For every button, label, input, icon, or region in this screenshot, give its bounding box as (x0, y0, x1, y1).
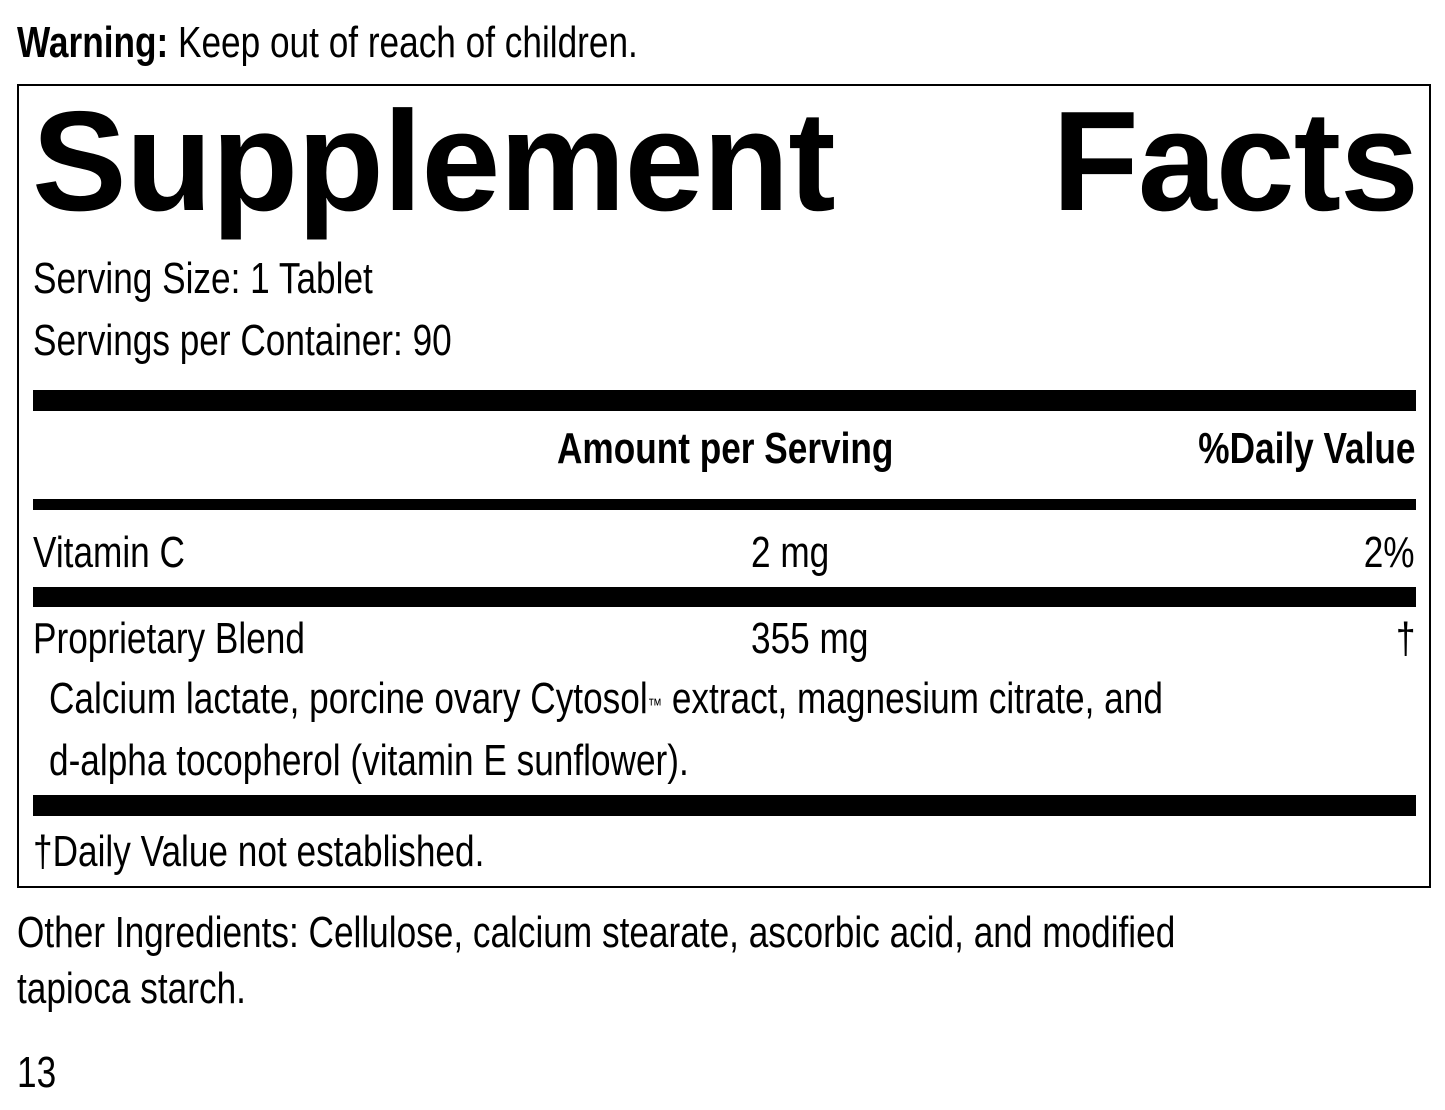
other-ingredients-line2: tapioca starch. (17, 964, 246, 1013)
title-word-facts: Facts (1052, 82, 1419, 241)
row-name: Vitamin C (33, 528, 185, 577)
thick-divider (33, 390, 1416, 411)
row-dv: † (1395, 614, 1415, 663)
row-name: Proprietary Blend (33, 614, 305, 663)
serving-size: Serving Size: 1 Tablet (33, 254, 373, 303)
header-daily-value: %Daily Value (1197, 424, 1415, 473)
trademark-symbol: ™ (647, 695, 663, 715)
row-amount: 355 mg (751, 614, 869, 663)
title-word-supplement: Supplement (32, 82, 836, 241)
warning-text: Keep out of reach of children. (177, 18, 638, 67)
supplement-facts-panel (17, 84, 1431, 888)
page-number: 13 (17, 1048, 57, 1097)
warning-label: Warning: (17, 18, 169, 67)
servings-per-container: Servings per Container: 90 (33, 316, 452, 365)
thick-divider (33, 795, 1416, 816)
blend-ingredients-line1: Calcium lactate, porcine ovary Cytosol™ … (49, 674, 1163, 723)
header-amount: Amount per Serving (557, 424, 894, 473)
row-amount: 2 mg (751, 528, 830, 577)
medium-divider (33, 499, 1416, 510)
other-ingredients-line1: Other Ingredients: Cellulose, calcium st… (17, 908, 1176, 957)
warning: Warning: Keep out of reach of children. (17, 18, 793, 68)
footnote: †Daily Value not established. (33, 827, 485, 876)
blend-ingredients-line2: d-alpha tocopherol (vitamin E sunflower)… (49, 736, 689, 785)
panel-title: Supplement Facts (32, 82, 1419, 242)
thick-divider (33, 587, 1416, 607)
row-dv: 2% (1364, 528, 1415, 577)
